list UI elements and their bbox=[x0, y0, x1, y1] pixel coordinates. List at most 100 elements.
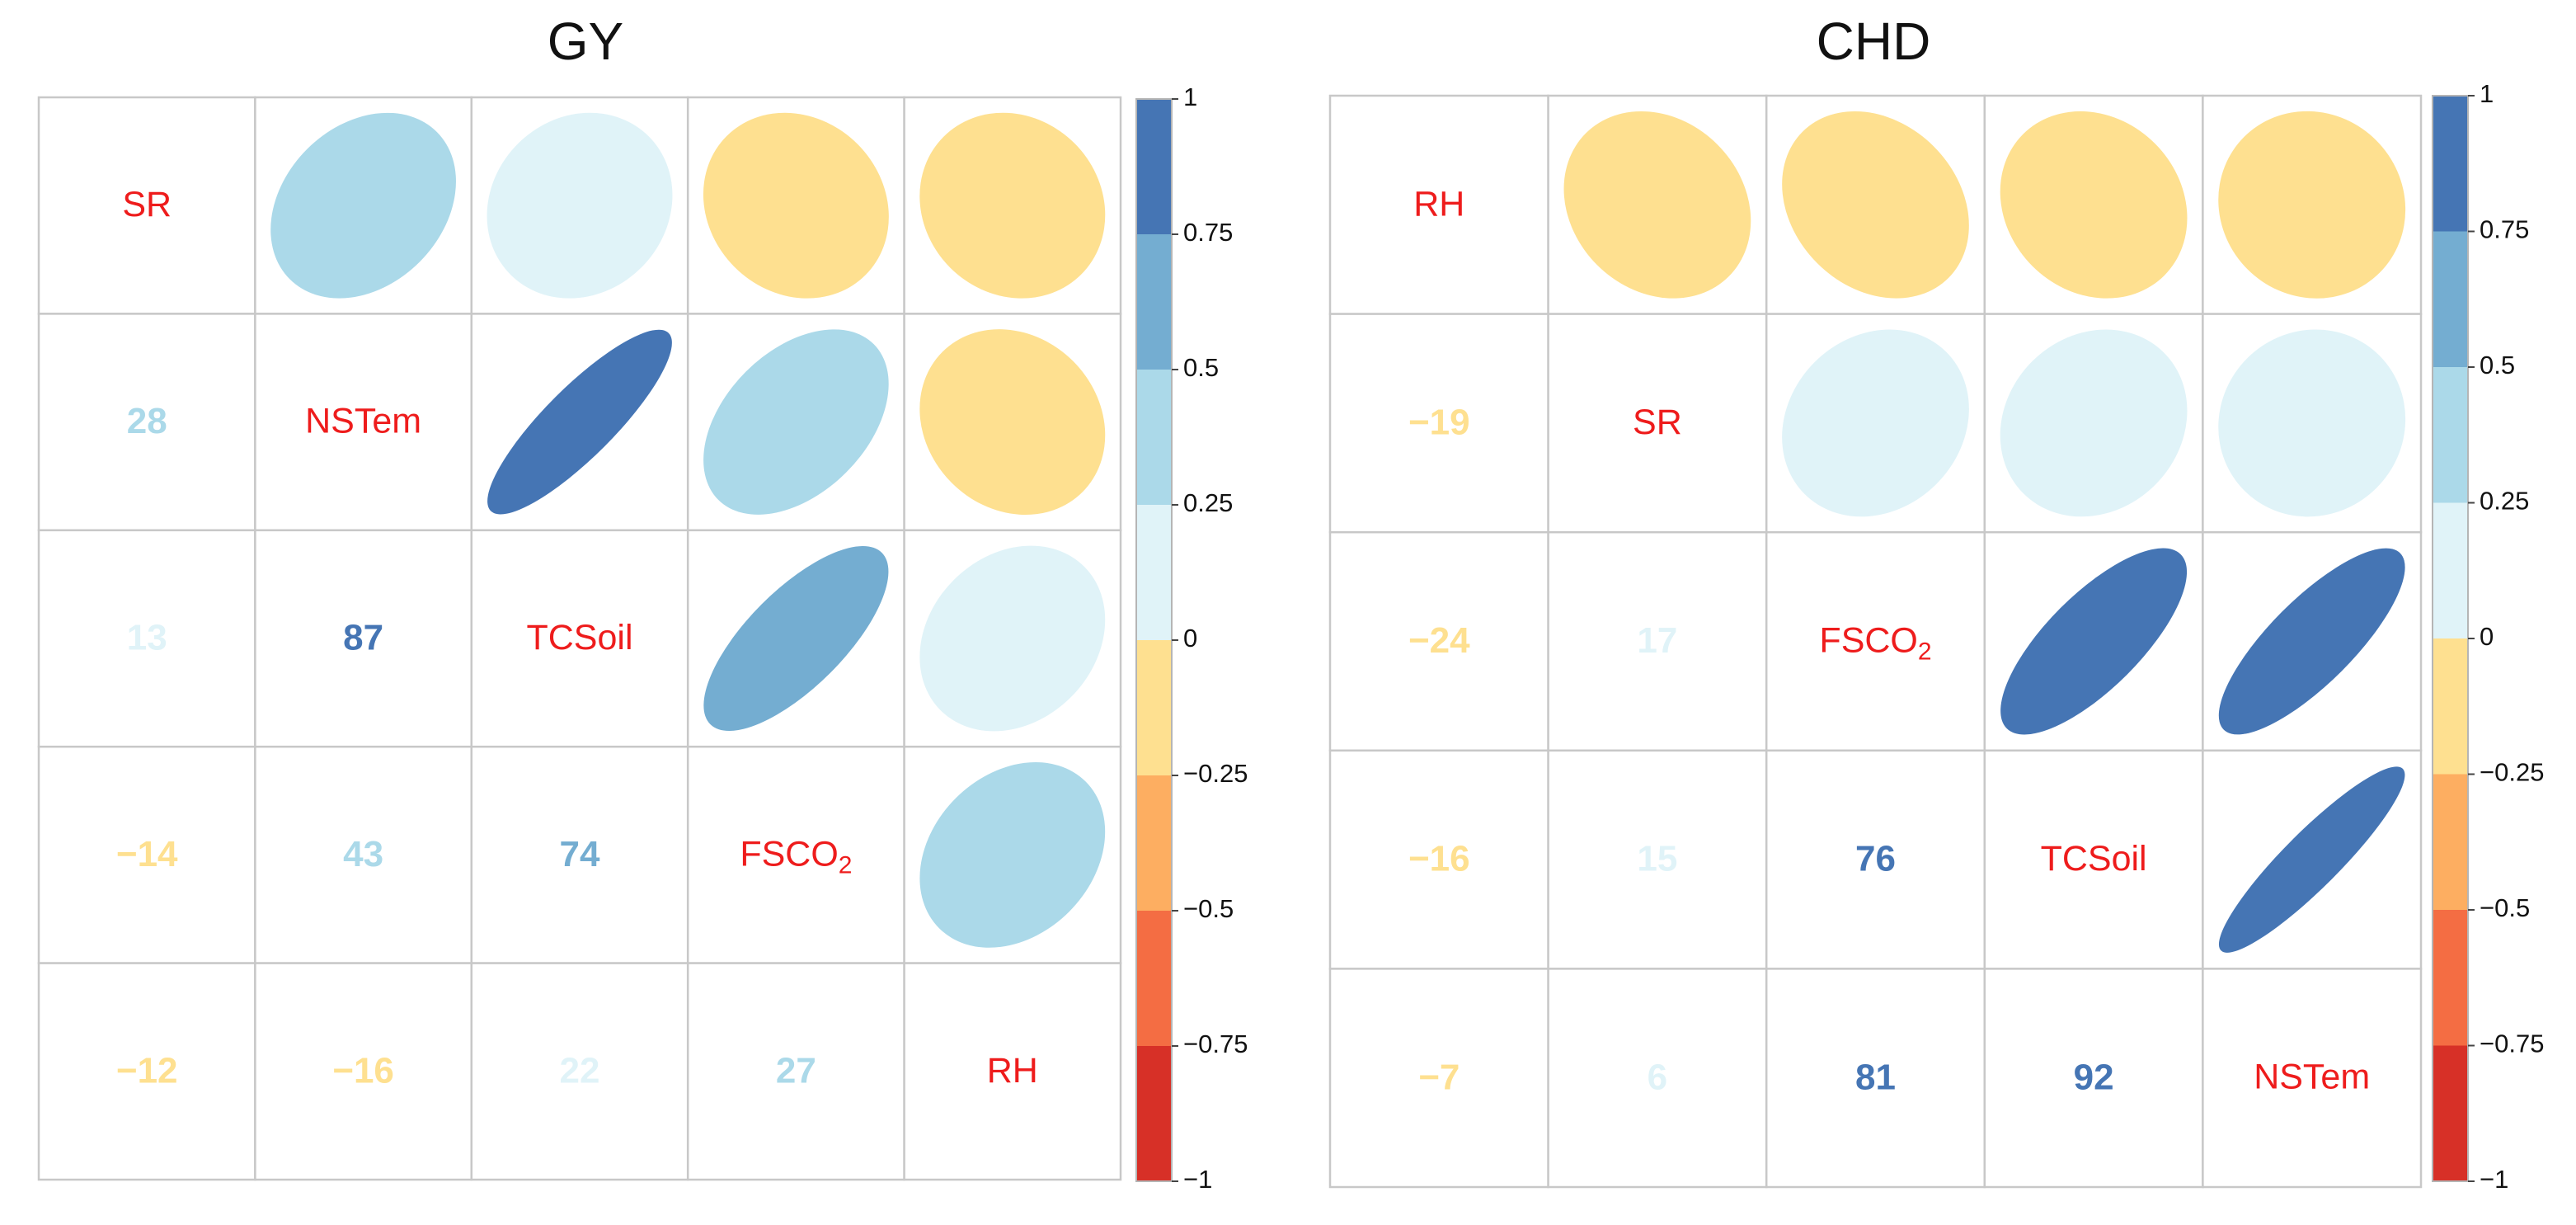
colorbar-tick-label: 0.25 bbox=[2480, 487, 2529, 516]
correlation-value: −19 bbox=[1408, 403, 1470, 443]
correlation-ellipse bbox=[2000, 548, 2188, 735]
correlation-value: −16 bbox=[1408, 839, 1470, 879]
variable-label-rh: RH bbox=[987, 1051, 1038, 1091]
correlation-value: 6 bbox=[1648, 1057, 1667, 1097]
panel0-gy-chart: GY SR 28 NSTem 13 87 TCSoil −14 43 74 FSCO2 −12 −16 2… bbox=[37, 12, 1248, 1194]
colorbar-tick-label: 0 bbox=[2480, 622, 2494, 651]
matrix-cell bbox=[37, 313, 256, 532]
colorbar-segment bbox=[1136, 775, 1172, 912]
colorbar-tick-label: −0.25 bbox=[2480, 758, 2544, 787]
correlation-value: 92 bbox=[2074, 1057, 2114, 1097]
colorbar-segment bbox=[2433, 638, 2468, 775]
correlation-ellipse bbox=[919, 329, 1106, 516]
correlation-ellipse bbox=[2218, 766, 2405, 953]
matrix-cell bbox=[37, 96, 256, 315]
correlation-value: 17 bbox=[1637, 620, 1677, 661]
colorbar-segment bbox=[2433, 1045, 2468, 1182]
correlation-ellipse bbox=[919, 112, 1106, 299]
correlation-ellipse bbox=[1782, 111, 1969, 299]
chart-title: CHD bbox=[1817, 12, 1931, 71]
matrix-cell bbox=[1328, 313, 1549, 534]
correlation-value: −24 bbox=[1408, 620, 1470, 661]
matrix-cell bbox=[254, 313, 473, 532]
correlation-ellipse bbox=[2000, 111, 2188, 299]
matrix-cell bbox=[470, 745, 689, 964]
correlation-ellipse bbox=[1782, 329, 1969, 517]
matrix-cell bbox=[1983, 749, 2204, 970]
matrix-cell bbox=[254, 529, 473, 748]
correlation-value: 27 bbox=[776, 1050, 816, 1091]
variable-label-tcsoil: TCSoil bbox=[526, 618, 632, 657]
correlation-value: −16 bbox=[332, 1050, 394, 1091]
matrix-cell bbox=[2202, 968, 2423, 1189]
colorbar-segment bbox=[2433, 502, 2468, 639]
matrix-cell bbox=[37, 745, 256, 964]
variable-label-nstem: NSTem bbox=[2254, 1058, 2370, 1097]
matrix-cell bbox=[1547, 968, 1768, 1189]
variable-label-fsco2: FSCO2 bbox=[740, 835, 852, 879]
colorbar-tick-label: 1 bbox=[1183, 82, 1197, 111]
correlation-ellipse bbox=[2218, 111, 2406, 299]
correlation-value: −12 bbox=[116, 1050, 178, 1091]
colorbar-segment bbox=[1136, 370, 1172, 506]
correlation-value: 15 bbox=[1637, 839, 1677, 879]
colorbar-tick-label: −1 bbox=[2480, 1165, 2508, 1194]
colorbar-tick-label: 0.75 bbox=[1183, 218, 1233, 247]
matrix-cell bbox=[1328, 530, 1549, 752]
colorbar-segment bbox=[1136, 640, 1172, 776]
colorbar-tick-label: 0 bbox=[1183, 624, 1197, 653]
matrix-cell bbox=[1765, 968, 1986, 1189]
correlation-value: 87 bbox=[343, 618, 383, 658]
correlation-ellipse bbox=[2000, 329, 2188, 517]
variable-label-nstem: NSTem bbox=[305, 402, 421, 441]
matrix-cell bbox=[37, 529, 256, 748]
colorbar-segment bbox=[1136, 1046, 1172, 1182]
colorbar-segment bbox=[2433, 231, 2468, 368]
panel1-chd-chart: CHD RH −19 SR −24 17 FSCO2 −16 15 76 TCSoil −7 6 81 92… bbox=[1328, 12, 2544, 1194]
colorbar-segment bbox=[1136, 234, 1172, 370]
colorbar-tick-label: −0.75 bbox=[1183, 1029, 1248, 1058]
correlation-value: 76 bbox=[1855, 839, 1896, 879]
correlation-value: 13 bbox=[127, 618, 167, 658]
correlation-value: 74 bbox=[560, 834, 600, 874]
correlation-ellipse bbox=[487, 112, 673, 299]
colorbar-tick-label: 0.25 bbox=[1183, 488, 1233, 517]
variable-label-fsco2: FSCO2 bbox=[1819, 621, 1931, 666]
matrix-cell bbox=[686, 962, 905, 1181]
correlation-value: 81 bbox=[1855, 1057, 1896, 1097]
correlation-ellipse bbox=[1563, 111, 1751, 299]
correlation-value: 43 bbox=[343, 834, 383, 874]
matrix-cell bbox=[686, 745, 905, 964]
chart-title: GY bbox=[548, 12, 623, 71]
colorbar-segment bbox=[2433, 96, 2468, 232]
matrix-cell bbox=[37, 962, 256, 1181]
colorbar-tick-label: −0.75 bbox=[2480, 1029, 2544, 1058]
matrix-cell bbox=[903, 962, 1122, 1181]
variable-label-rh: RH bbox=[1413, 185, 1464, 224]
correlation-value: 28 bbox=[127, 401, 167, 441]
colorbar-tick-label: 0.75 bbox=[2480, 215, 2529, 244]
colorbar-segment bbox=[2433, 774, 2468, 911]
correlation-ellipse bbox=[919, 545, 1106, 732]
matrix-cell bbox=[470, 962, 689, 1181]
colorbar-tick-label: −0.25 bbox=[1183, 759, 1248, 788]
correlation-ellipse bbox=[703, 329, 889, 515]
correlation-ellipse bbox=[2218, 329, 2406, 517]
correlation-ellipse bbox=[270, 112, 456, 299]
matrix-cell bbox=[254, 962, 473, 1181]
matrix-cell bbox=[1765, 530, 1986, 752]
matrix-cell bbox=[254, 745, 473, 964]
matrix-cell bbox=[1765, 749, 1986, 970]
colorbar-segment bbox=[2433, 367, 2468, 503]
correlation-value: −7 bbox=[1418, 1057, 1460, 1097]
matrix-cell bbox=[1983, 968, 2204, 1189]
correlation-ellipse bbox=[919, 762, 1106, 948]
colorbar-tick-label: −0.5 bbox=[1183, 894, 1234, 923]
colorbar-segment bbox=[1136, 911, 1172, 1047]
colorbar-tick-label: 1 bbox=[2480, 79, 2494, 108]
correlation-ellipse bbox=[2218, 548, 2405, 735]
matrix-cell bbox=[1328, 94, 1549, 315]
correlation-value: −14 bbox=[116, 834, 178, 874]
